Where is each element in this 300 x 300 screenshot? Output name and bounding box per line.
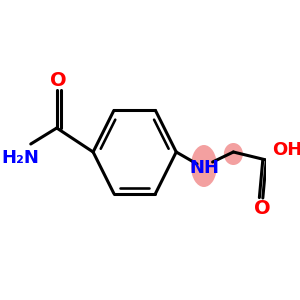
Text: O: O (50, 71, 67, 91)
Text: NH: NH (189, 159, 219, 177)
Ellipse shape (224, 143, 243, 165)
Text: O: O (254, 199, 271, 218)
Ellipse shape (191, 145, 217, 187)
Text: OH: OH (272, 141, 300, 159)
Text: H₂N: H₂N (2, 149, 39, 167)
